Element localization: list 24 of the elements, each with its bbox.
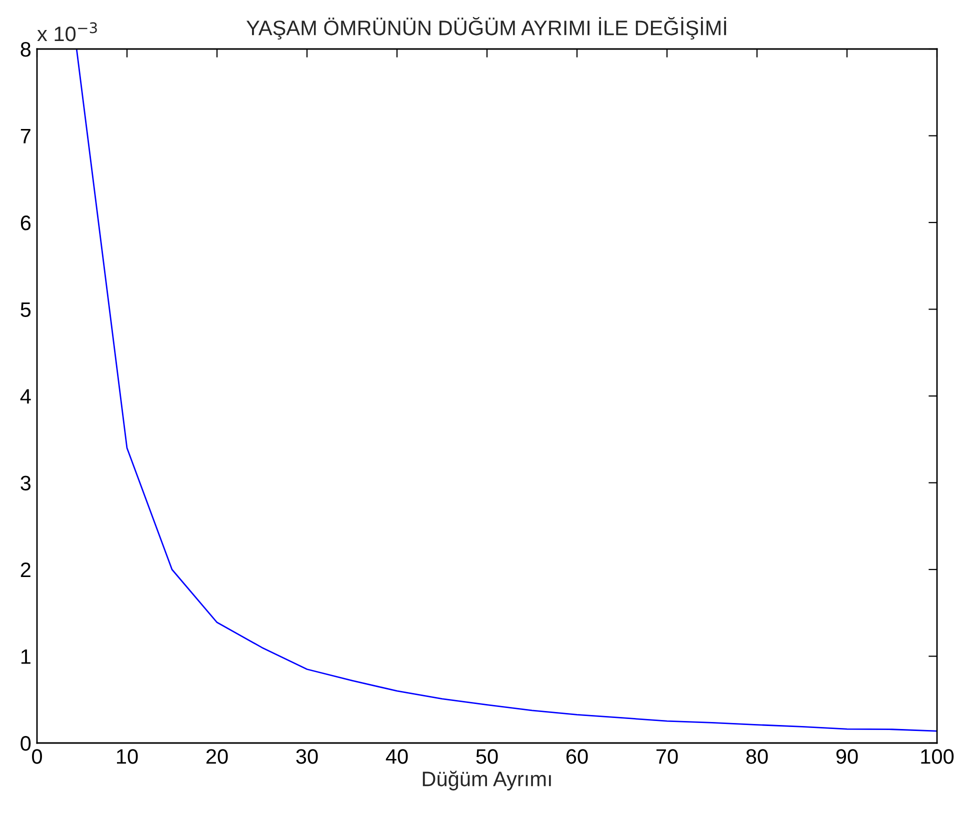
x-tick-label: 20 — [206, 749, 228, 764]
x-tick-label: 0 — [32, 749, 42, 764]
y-tick-label: 1 — [21, 649, 30, 664]
y-tick-label: 7 — [20, 128, 30, 144]
x-tick-label: 30 — [296, 749, 318, 764]
y-tick-label: 2 — [20, 562, 30, 578]
text: x 10$^{−3}$ — [37, 22, 97, 42]
x-tick-label: 10 — [117, 749, 138, 764]
y-tick-label: 6 — [20, 216, 31, 230]
x-tick-label: 80 — [746, 749, 768, 764]
y-tick-label: 8 — [20, 42, 31, 57]
x-tick-label: 100 — [921, 749, 954, 764]
chart-title: YAŞAM ÖMRÜNÜN DÜĞÜM AYRIMI İLE DEĞİŞİMİ — [246, 17, 726, 40]
x-tick-label: 70 — [656, 749, 678, 764]
x-axis-title: Düğüm Ayrımı — [422, 770, 551, 790]
x-tick-label: 60 — [566, 749, 588, 764]
y-tick-label: 4 — [20, 389, 31, 404]
y-tick-label: 5 — [20, 302, 31, 318]
y-tick-label: 0 — [20, 736, 31, 751]
x-tick-label: 40 — [386, 749, 408, 764]
y-tick-label: 3 — [20, 476, 31, 491]
line-series — [76, 49, 937, 732]
x-tick-label: 90 — [836, 749, 858, 764]
x-tick-label: 50 — [476, 749, 498, 764]
